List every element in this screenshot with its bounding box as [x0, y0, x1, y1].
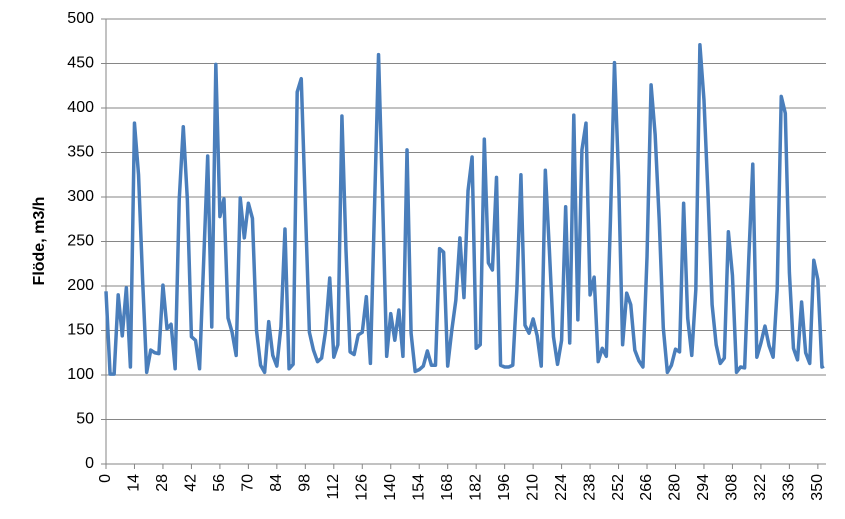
y-tick-label: 100 — [67, 366, 94, 383]
x-tick-label: 266 — [638, 474, 655, 501]
y-tick-label: 50 — [76, 411, 94, 428]
x-tick-label: 154 — [410, 474, 427, 501]
x-tick-label: 210 — [524, 474, 541, 501]
x-tick-label: 168 — [439, 474, 456, 501]
x-tick-label: 308 — [724, 474, 741, 501]
x-tick-label: 252 — [610, 474, 627, 501]
y-tick-label: 500 — [67, 10, 94, 27]
x-tick-label: 56 — [211, 474, 228, 492]
x-tick-label: 238 — [581, 474, 598, 501]
y-tick-label: 150 — [67, 322, 94, 339]
x-tick-label: 224 — [553, 474, 570, 501]
x-tick-label: 28 — [154, 474, 171, 492]
y-tick-label: 300 — [67, 188, 94, 205]
x-tick-label: 42 — [183, 474, 200, 492]
y-tick-label: 400 — [67, 99, 94, 116]
x-tick-label: 182 — [467, 474, 484, 501]
x-tick-label: 294 — [695, 474, 712, 501]
x-tick-label: 322 — [752, 474, 769, 501]
x-tick-label: 112 — [325, 474, 342, 500]
y-tick-label: 0 — [85, 455, 94, 472]
x-tick-label: 336 — [781, 474, 798, 501]
x-tick-label: 0 — [97, 474, 114, 483]
x-tick-label: 140 — [382, 474, 399, 501]
x-tick-label: 84 — [268, 474, 285, 492]
y-tick-label: 250 — [67, 233, 94, 250]
x-tick-label: 280 — [667, 474, 684, 501]
x-tick-label: 350 — [809, 474, 826, 501]
y-tick-label: 350 — [67, 144, 94, 161]
x-tick-label: 70 — [240, 474, 257, 492]
x-tick-label: 126 — [353, 474, 370, 501]
y-axis-label: Flöde, m3/h — [31, 197, 48, 286]
x-tick-label: 98 — [297, 474, 314, 492]
x-tick-label: 196 — [496, 474, 513, 501]
y-tick-label: 200 — [67, 277, 94, 294]
x-tick-label: 14 — [126, 474, 143, 492]
y-tick-label: 450 — [67, 55, 94, 72]
data-line — [104, 43, 825, 376]
